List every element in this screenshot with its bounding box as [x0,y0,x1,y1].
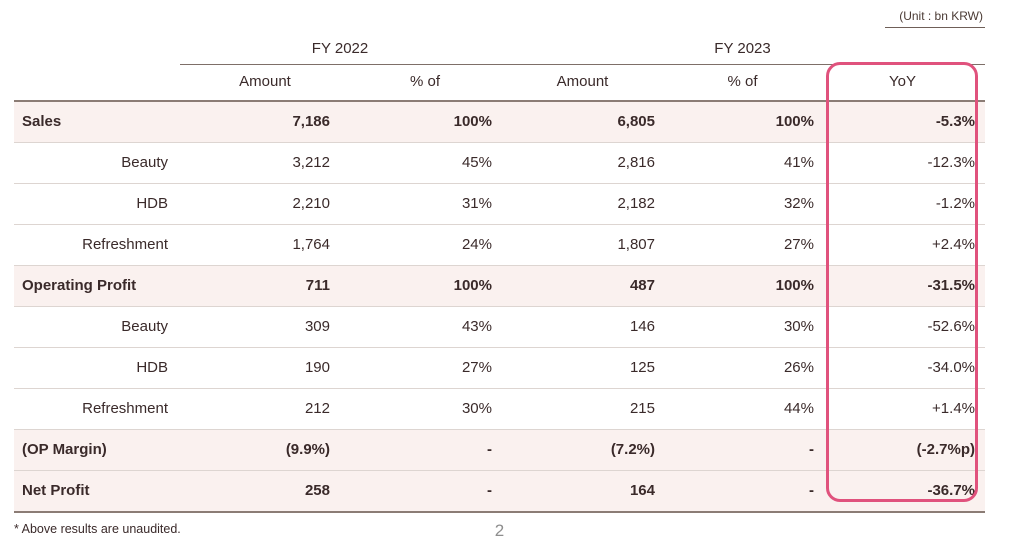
row-label: (OP Margin) [22,441,107,458]
cell-fy2023-amount: 487 [629,277,655,294]
cell-yoy: +2.4% [932,236,975,253]
row-label: Sales [22,113,62,130]
row-label: Operating Profit [22,277,137,294]
column-header-label [14,64,180,100]
page-number: 2 [494,521,505,540]
cell-fy2023-amount: 164 [629,482,655,499]
cell-fy2023-pct: 100% [775,113,814,130]
cell-yoy: -12.3% [927,154,975,171]
slide-footer: * Above results are unaudited. 2 [14,520,985,546]
row-label: HDB [136,195,168,212]
table-row-net-profit: Net Profit 258 - 164 - -36.7% [14,470,985,513]
cell-fy2022-amount: 309 [304,318,330,335]
cell-yoy: -1.2% [935,195,975,212]
column-header-yoy: YoY [889,73,916,90]
cell-yoy: +1.4% [932,400,975,417]
table-row-op-margin: (OP Margin) (9.9%) - (7.2%) - (-2.7%p) [14,429,985,470]
table-row-sales-beauty: Beauty 3,212 45% 2,816 41% -12.3% [14,142,985,183]
cell-fy2022-pct: - [487,482,492,499]
cell-fy2022-pct: 43% [461,318,492,335]
group-header-row: FY 2022 FY 2023 [14,34,985,65]
cell-fy2022-pct: - [487,441,492,458]
cell-yoy: -36.7% [927,482,975,499]
cell-fy2022-pct: 31% [461,195,492,212]
cell-fy2022-amount: (9.9%) [285,441,330,458]
cell-fy2022-amount: 711 [305,277,330,294]
group-header-fy2022: FY 2022 [180,34,500,65]
unit-note: (Unit : bn KRW) [885,9,985,28]
cell-fy2023-pct: 26% [783,359,814,376]
cell-fy2022-pct: 45% [461,154,492,171]
cell-fy2023-pct: - [809,482,814,499]
row-label: Net Profit [22,482,90,499]
table-row-op-refreshment: Refreshment 212 30% 215 44% +1.4% [14,388,985,429]
cell-fy2022-amount: 212 [304,400,330,417]
cell-fy2023-amount: 1,807 [617,236,655,253]
column-header-fy2022-amount: Amount [239,73,291,90]
unit-note-row: (Unit : bn KRW) [14,0,985,31]
cell-fy2023-pct: 41% [783,154,814,171]
cell-fy2023-pct: 44% [783,400,814,417]
footnote: * Above results are unaudited. [14,522,181,536]
row-label: Refreshment [82,236,168,253]
column-header-fy2023-amount: Amount [556,73,609,90]
table-row-sales: Sales 7,186 100% 6,805 100% -5.3% [14,100,985,142]
cell-fy2023-pct: 30% [783,318,814,335]
group-header-fy2023: FY 2023 [500,34,985,65]
row-label: HDB [136,359,168,376]
cell-fy2022-pct: 100% [453,113,492,130]
cell-fy2022-pct: 27% [461,359,492,376]
cell-fy2023-amount: 6,805 [617,113,655,130]
cell-fy2023-amount: 2,816 [617,154,655,171]
cell-fy2022-pct: 24% [461,236,492,253]
row-label: Beauty [121,154,168,171]
cell-fy2023-pct: 32% [783,195,814,212]
cell-yoy: -5.3% [935,113,975,130]
cell-fy2023-amount: 215 [629,400,655,417]
table-row-op-hdb: HDB 190 27% 125 26% -34.0% [14,347,985,388]
group-header-spacer [14,34,180,65]
cell-fy2023-amount: 125 [629,359,655,376]
row-label: Refreshment [82,400,168,417]
cell-fy2023-amount: 146 [629,318,655,335]
row-label: Beauty [121,318,168,335]
cell-fy2023-amount: (7.2%) [610,441,655,458]
table-row-sales-hdb: HDB 2,210 31% 2,182 32% -1.2% [14,183,985,224]
cell-yoy: (-2.7%p) [916,441,975,458]
table-row-operating-profit: Operating Profit 711 100% 487 100% -31.5… [14,265,985,306]
cell-fy2022-amount: 258 [304,482,330,499]
cell-yoy: -34.0% [927,359,975,376]
cell-fy2022-pct: 100% [453,277,492,294]
financial-results-table: FY 2022 FY 2023 Amount % of Amount % of … [14,34,985,513]
cell-fy2023-amount: 2,182 [617,195,655,212]
cell-fy2022-amount: 190 [304,359,330,376]
cell-fy2022-amount: 3,212 [292,154,330,171]
table-row-op-beauty: Beauty 309 43% 146 30% -52.6% [14,306,985,347]
column-header-fy2022-pct: % of [409,73,440,90]
table-row-sales-refreshment: Refreshment 1,764 24% 1,807 27% +2.4% [14,224,985,265]
column-header-row: Amount % of Amount % of YoY [14,64,985,100]
cell-fy2022-amount: 2,210 [292,195,330,212]
cell-fy2023-pct: - [809,441,814,458]
cell-yoy: -31.5% [927,277,975,294]
cell-fy2023-pct: 100% [775,277,814,294]
cell-fy2022-amount: 1,764 [292,236,330,253]
cell-fy2022-pct: 30% [461,400,492,417]
column-header-fy2023-pct: % of [727,73,758,90]
cell-fy2023-pct: 27% [783,236,814,253]
cell-fy2022-amount: 7,186 [292,113,330,130]
cell-yoy: -52.6% [927,318,975,335]
